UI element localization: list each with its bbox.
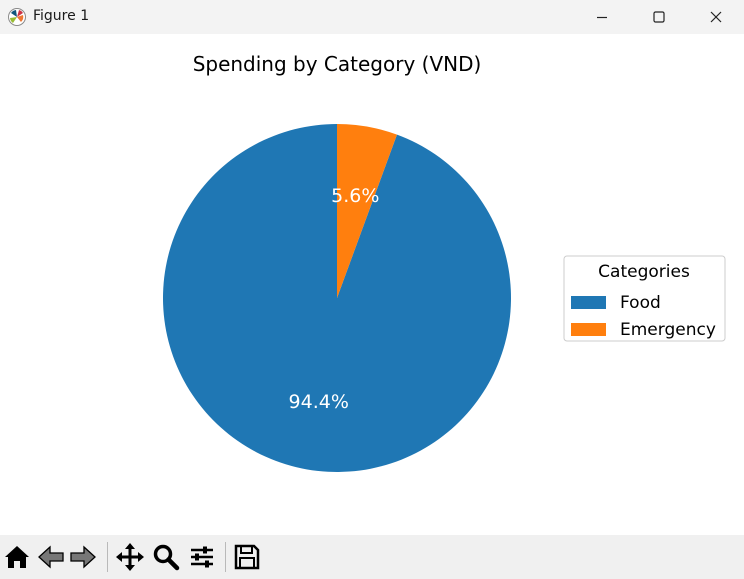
legend-swatch bbox=[571, 323, 606, 336]
legend-label: Food bbox=[620, 293, 661, 313]
forward-button[interactable] bbox=[67, 541, 99, 573]
toolbar-separator bbox=[225, 542, 226, 572]
chart-title: Spending by Category (VND) bbox=[193, 52, 482, 76]
pie-chart: Spending by Category (VND) 94.4% 5.6% Cat… bbox=[162, 52, 726, 472]
pie-percent-labels: 94.4% 5.6% bbox=[289, 185, 380, 413]
back-button[interactable] bbox=[35, 541, 67, 573]
pan-button[interactable] bbox=[114, 541, 146, 573]
window-title: Figure 1 bbox=[33, 8, 90, 24]
legend-label: Emergency bbox=[620, 320, 716, 340]
legend: Categories Food Emergency bbox=[563, 255, 726, 342]
matplotlib-app-icon bbox=[8, 8, 26, 26]
maximize-button[interactable] bbox=[629, 0, 689, 34]
close-icon bbox=[710, 11, 722, 23]
configure-subplots-icon bbox=[191, 546, 213, 568]
close-button[interactable] bbox=[688, 0, 744, 34]
pie-percent-label: 94.4% bbox=[289, 391, 349, 413]
forward-icon bbox=[70, 545, 96, 569]
pie-slices bbox=[162, 124, 512, 472]
home-icon bbox=[5, 546, 29, 568]
maximize-icon bbox=[653, 11, 665, 23]
pan-icon bbox=[116, 543, 144, 571]
back-icon bbox=[38, 545, 64, 569]
pie-slice-emergency bbox=[337, 124, 397, 298]
minimize-icon bbox=[597, 16, 607, 19]
zoom-icon bbox=[153, 544, 180, 571]
legend-items: Food Emergency bbox=[571, 293, 716, 340]
legend-frame bbox=[563, 255, 726, 342]
home-button[interactable] bbox=[1, 541, 33, 573]
toolbar-separator bbox=[107, 542, 108, 572]
pie-percent-label: 5.6% bbox=[331, 185, 379, 207]
navigation-toolbar bbox=[0, 535, 744, 579]
window-titlebar: Figure 1 bbox=[0, 0, 744, 34]
configure-subplots-button[interactable] bbox=[186, 541, 218, 573]
zoom-button[interactable] bbox=[150, 541, 182, 573]
legend-swatch bbox=[571, 296, 606, 309]
save-button[interactable] bbox=[231, 541, 263, 573]
minimize-button[interactable] bbox=[572, 0, 632, 34]
legend-title: Categories bbox=[598, 262, 690, 282]
figure-canvas: Spending by Category (VND) 94.4% 5.6% Cat… bbox=[0, 34, 744, 535]
save-icon bbox=[234, 544, 260, 570]
